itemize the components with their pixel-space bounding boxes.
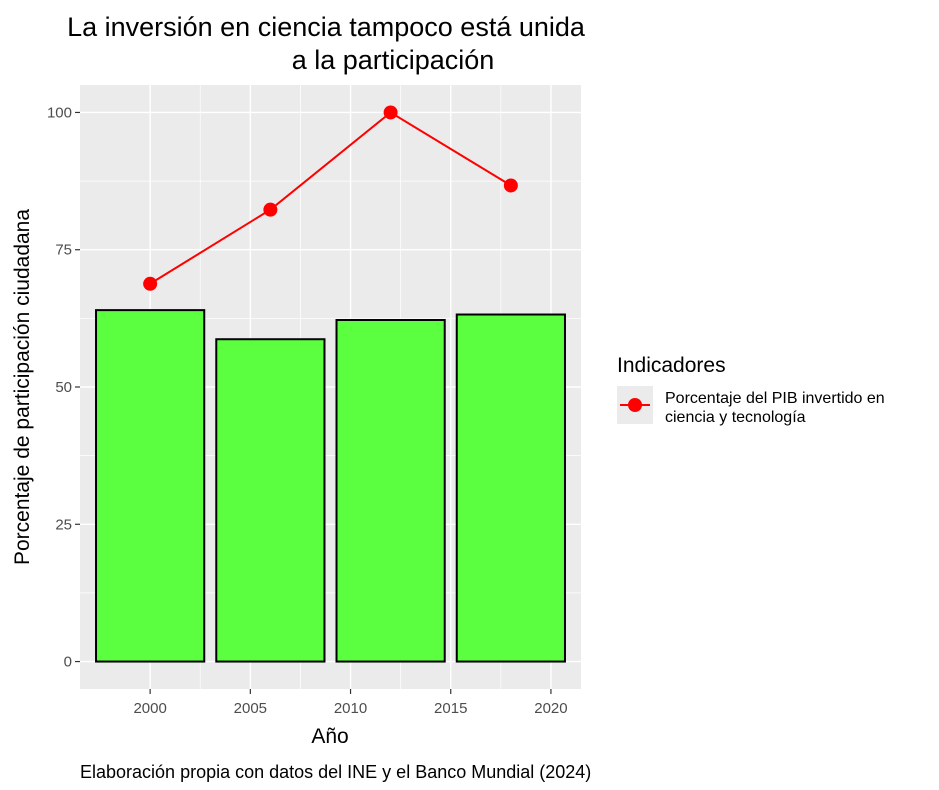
series-point-2006 (263, 202, 278, 217)
legend-title: Indicadores (617, 354, 726, 377)
x-tick-label: 2020 (534, 700, 567, 717)
legend: Indicadores Porcentaje del PIB invertido… (617, 354, 885, 426)
y-tick-label: 100 (47, 104, 72, 121)
legend-key-marker (628, 398, 642, 412)
x-tick-label: 2015 (434, 700, 467, 717)
y-tick-label: 50 (55, 379, 72, 396)
series-point-2000 (143, 276, 158, 291)
bar-2018 (455, 313, 566, 663)
series-point-2012 (383, 105, 398, 120)
y-axis-title: Porcentaje de participación ciudadana (11, 209, 34, 565)
x-tick-label: 2000 (133, 700, 166, 717)
x-axis-title: Año (311, 725, 348, 748)
chart-title-line-2: a la participación (292, 45, 495, 75)
series-line-0 (149, 111, 512, 285)
x-tick-label: 2010 (334, 700, 367, 717)
y-tick-label: 0 (64, 654, 72, 671)
x-tick-label: 2005 (234, 700, 267, 717)
y-tick-label: 25 (55, 516, 72, 533)
bar-2012 (335, 319, 446, 663)
y-tick-label: 75 (55, 242, 72, 259)
series-point-2018 (503, 178, 518, 193)
plot-area: 0 25 50 75 100 2000 2005 2010 2015 2020 (47, 85, 581, 717)
bar-2006 (215, 338, 326, 663)
bar-2000 (95, 309, 206, 663)
legend-label-line-1: Porcentaje del PIB invertido en (665, 390, 885, 407)
legend-label-line-2: ciencia y tecnología (665, 409, 806, 426)
chart-title-line-1: La inversión en ciencia tampoco está uni… (67, 12, 586, 42)
chart-caption: Elaboración propia con datos del INE y e… (80, 762, 591, 782)
